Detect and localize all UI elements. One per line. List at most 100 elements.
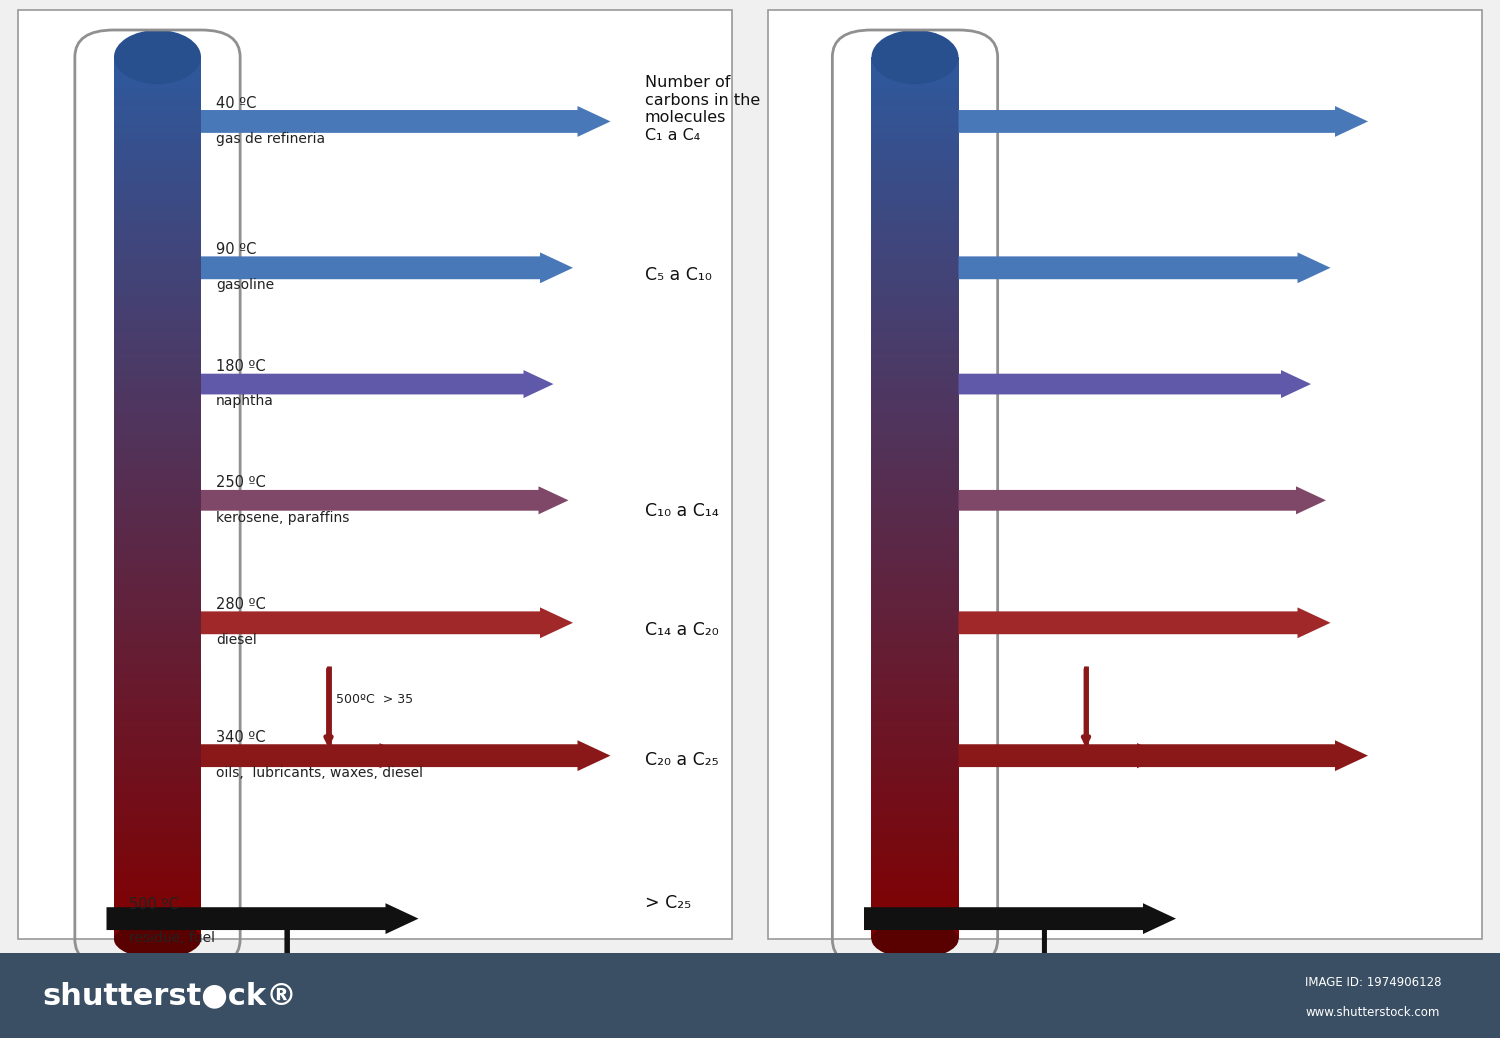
Bar bbox=[114, 705, 201, 709]
Bar bbox=[871, 717, 958, 722]
Bar bbox=[871, 199, 958, 203]
FancyArrow shape bbox=[201, 106, 610, 137]
Bar bbox=[114, 727, 201, 731]
Bar bbox=[871, 367, 958, 372]
Text: naphtha: naphtha bbox=[216, 394, 274, 408]
Bar bbox=[871, 128, 958, 133]
Bar bbox=[871, 660, 958, 664]
Bar bbox=[871, 305, 958, 309]
Bar bbox=[114, 918, 201, 922]
Bar bbox=[114, 780, 201, 785]
Bar bbox=[114, 274, 201, 279]
Bar bbox=[114, 128, 201, 133]
Bar bbox=[114, 815, 201, 820]
Bar bbox=[114, 838, 201, 842]
Bar bbox=[871, 340, 958, 346]
Bar bbox=[871, 687, 958, 691]
Bar bbox=[114, 461, 201, 465]
Bar bbox=[114, 225, 201, 230]
Bar bbox=[871, 474, 958, 479]
Bar bbox=[871, 133, 958, 137]
Bar bbox=[114, 775, 201, 780]
Bar bbox=[871, 279, 958, 283]
Text: residue, fuel: residue, fuel bbox=[129, 931, 214, 945]
Bar bbox=[114, 607, 201, 611]
Bar bbox=[871, 668, 958, 674]
Bar bbox=[114, 420, 201, 426]
Bar bbox=[871, 84, 958, 88]
Bar bbox=[871, 811, 958, 815]
Text: 340 ºC: 340 ºC bbox=[216, 731, 266, 745]
Bar bbox=[871, 106, 958, 110]
Text: 40 ºC: 40 ºC bbox=[216, 97, 256, 111]
Bar bbox=[114, 372, 201, 377]
Bar bbox=[114, 164, 201, 168]
Bar bbox=[114, 469, 201, 474]
Bar bbox=[114, 824, 201, 828]
Bar bbox=[871, 895, 958, 900]
Bar bbox=[114, 305, 201, 309]
Bar bbox=[871, 678, 958, 682]
Bar bbox=[871, 155, 958, 159]
Bar bbox=[114, 61, 201, 66]
Bar bbox=[114, 590, 201, 594]
Bar bbox=[871, 434, 958, 438]
Bar bbox=[871, 71, 958, 75]
Bar bbox=[114, 504, 201, 510]
Bar bbox=[114, 487, 201, 492]
Bar bbox=[871, 935, 958, 939]
Bar bbox=[871, 102, 958, 106]
Bar bbox=[871, 363, 958, 367]
Bar bbox=[114, 611, 201, 616]
Bar bbox=[871, 479, 958, 483]
Bar bbox=[871, 869, 958, 873]
Bar bbox=[114, 199, 201, 203]
Bar bbox=[114, 399, 201, 403]
Bar bbox=[871, 824, 958, 828]
Bar bbox=[871, 531, 958, 536]
Bar bbox=[871, 456, 958, 461]
Bar bbox=[871, 886, 958, 891]
Bar bbox=[114, 496, 201, 500]
Bar bbox=[871, 744, 958, 748]
Bar bbox=[114, 625, 201, 629]
Bar bbox=[871, 504, 958, 510]
Bar bbox=[114, 744, 201, 748]
Ellipse shape bbox=[871, 30, 958, 84]
Bar bbox=[871, 332, 958, 336]
Bar bbox=[114, 266, 201, 270]
Bar bbox=[871, 465, 958, 469]
Bar bbox=[871, 873, 958, 877]
Bar bbox=[114, 239, 201, 243]
Bar bbox=[871, 151, 958, 155]
Bar bbox=[871, 315, 958, 319]
Bar bbox=[871, 57, 958, 61]
Text: 280 ºC: 280 ºC bbox=[216, 598, 266, 612]
FancyArrow shape bbox=[201, 486, 568, 514]
Bar bbox=[871, 832, 958, 838]
Ellipse shape bbox=[114, 921, 201, 958]
FancyArrow shape bbox=[201, 252, 573, 283]
Bar bbox=[871, 354, 958, 358]
Bar bbox=[871, 567, 958, 571]
Bar bbox=[871, 846, 958, 851]
Bar bbox=[0, 953, 1500, 1038]
Bar bbox=[871, 727, 958, 731]
Bar bbox=[871, 647, 958, 651]
Bar bbox=[871, 217, 958, 221]
Bar bbox=[114, 647, 201, 651]
FancyBboxPatch shape bbox=[18, 10, 732, 939]
Bar bbox=[114, 377, 201, 381]
Bar bbox=[871, 399, 958, 403]
Bar bbox=[114, 864, 201, 869]
Bar bbox=[114, 789, 201, 793]
Text: oils,  lubricants, waxes, diesel: oils, lubricants, waxes, diesel bbox=[216, 766, 423, 780]
Bar bbox=[871, 412, 958, 416]
Bar bbox=[114, 930, 201, 935]
Bar bbox=[114, 88, 201, 92]
Bar bbox=[114, 633, 201, 638]
Bar bbox=[871, 452, 958, 456]
Bar bbox=[114, 243, 201, 248]
Bar bbox=[114, 66, 201, 71]
Bar bbox=[871, 88, 958, 92]
